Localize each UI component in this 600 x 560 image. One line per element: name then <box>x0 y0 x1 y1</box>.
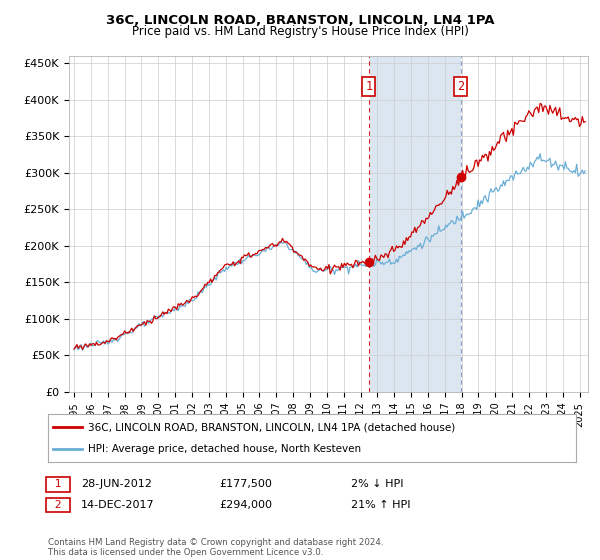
Text: 2% ↓ HPI: 2% ↓ HPI <box>351 479 404 489</box>
Text: £294,000: £294,000 <box>219 500 272 510</box>
Text: 28-JUN-2012: 28-JUN-2012 <box>81 479 152 489</box>
Text: 1: 1 <box>48 479 68 489</box>
Text: Price paid vs. HM Land Registry's House Price Index (HPI): Price paid vs. HM Land Registry's House … <box>131 25 469 38</box>
Text: 36C, LINCOLN ROAD, BRANSTON, LINCOLN, LN4 1PA: 36C, LINCOLN ROAD, BRANSTON, LINCOLN, LN… <box>106 14 494 27</box>
Text: 1: 1 <box>365 80 373 93</box>
Text: 36C, LINCOLN ROAD, BRANSTON, LINCOLN, LN4 1PA (detached house): 36C, LINCOLN ROAD, BRANSTON, LINCOLN, LN… <box>88 422 455 432</box>
Text: 14-DEC-2017: 14-DEC-2017 <box>81 500 155 510</box>
Text: Contains HM Land Registry data © Crown copyright and database right 2024.
This d: Contains HM Land Registry data © Crown c… <box>48 538 383 557</box>
Text: £177,500: £177,500 <box>219 479 272 489</box>
Text: HPI: Average price, detached house, North Kesteven: HPI: Average price, detached house, Nort… <box>88 444 361 454</box>
Text: 2: 2 <box>457 80 464 93</box>
Text: 21% ↑ HPI: 21% ↑ HPI <box>351 500 410 510</box>
Text: 2: 2 <box>48 500 68 510</box>
